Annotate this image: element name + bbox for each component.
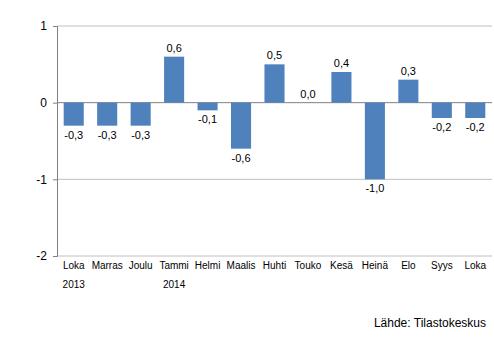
y-tick-label: -2 [36,249,47,263]
y-tick: -1 [36,173,57,187]
y-tick-label: 0 [40,96,47,110]
bars [64,57,486,180]
x-sublabel: 2013 [63,279,86,290]
x-tick: Loka [63,260,85,271]
bar [231,103,251,149]
x-sublabels: 2013 2014 [63,279,186,290]
x-tick-label: Maalis [227,260,256,271]
y-tick-mark [53,103,57,104]
x-tick-label: Kesä [330,260,353,271]
data-label: -0,1 [198,113,217,125]
y-tick: 0 [40,96,57,110]
x-tick-label: Heinä [362,260,389,271]
bar [198,103,218,111]
y-tick-mark [53,256,57,257]
x-tick-label: Touko [295,260,322,271]
x-tick-label: Helmi [195,260,221,271]
y-tick: -2 [36,249,57,263]
bar [64,103,84,126]
grid-line [57,179,492,180]
plot-area: -0,3 -0,3 -0,3 0,6 -0,1 -0,6 0,5 0,0 0,4 -1,0 0,3 -… [36,19,492,290]
y-tick: 1 [40,19,57,33]
chart: -0,3 -0,3 -0,3 0,6 -0,1 -0,6 0,5 0,0 0,4 -1,0 0,3 -… [0,0,494,339]
x-tick-label: Huhti [263,260,286,271]
data-label: 0,3 [401,65,416,77]
x-tick: Huhti [263,260,286,271]
x-tick-label: Marras [92,260,123,271]
x-tick: Syys [431,260,453,271]
data-labels: -0,3 -0,3 -0,3 0,6 -0,1 -0,6 0,5 0,0 0,4 -1,0 0,3 -… [64,42,485,195]
data-label: 0,4 [334,57,349,69]
data-label: -0,3 [98,129,117,141]
x-tick: Tammi [159,260,188,271]
data-label: -0,6 [232,152,251,164]
bar [131,103,151,126]
x-tick-label: Syys [431,260,453,271]
x-tick: Marras [92,260,123,271]
x-tick: Touko [295,260,322,271]
y-tick-label: -1 [36,173,47,187]
bar [398,80,418,103]
data-label: -1,0 [365,182,384,194]
x-tick-label: Elo [401,260,416,271]
x-tick-label: Joulu [129,260,153,271]
x-tick: Kesä [330,260,353,271]
data-label: 0,5 [267,49,282,61]
grid-line [57,26,492,27]
data-label: 0,6 [166,42,181,54]
data-label: -0,3 [64,129,83,141]
bar [164,57,184,103]
data-label: -0,2 [432,121,451,133]
data-label: -0,3 [131,129,150,141]
y-axis: -2 -1 0 1 [36,19,57,263]
bar [465,103,485,118]
bar [331,72,351,103]
x-tick-label: Loka [63,260,85,271]
bar [264,64,284,102]
x-tick-label: Loka [464,260,486,271]
bar [432,103,452,118]
y-tick-label: 1 [40,19,47,33]
x-tick: Joulu [129,260,153,271]
data-label: -0,2 [466,121,485,133]
y-tick-mark [53,26,57,27]
x-tick: Maalis [227,260,256,271]
bar [365,103,385,180]
grid-line [57,256,492,257]
y-axis-line [53,27,58,257]
x-tick: Elo [401,260,416,271]
data-label: 0,0 [300,88,315,100]
grid [57,26,492,256]
source: Lähde: Tilastokeskus [374,316,486,330]
bar [298,102,318,103]
x-axis: Loka Marras Joulu Tammi Helmi Maalis Huhti Touk… [63,260,487,271]
x-tick: Heinä [362,260,389,271]
x-tick: Loka [464,260,486,271]
x-tick-label: Tammi [159,260,188,271]
x-tick: Helmi [195,260,221,271]
bar [97,103,117,126]
y-tick-mark [53,179,57,180]
x-sublabel: 2014 [163,279,186,290]
